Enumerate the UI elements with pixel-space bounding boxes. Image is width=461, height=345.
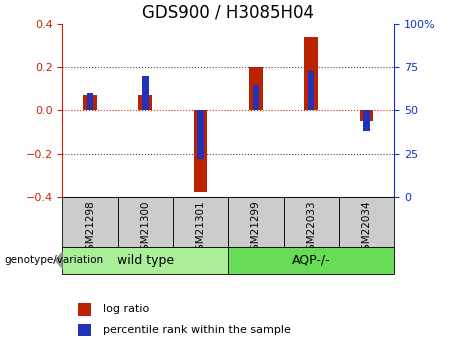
Text: GSM21301: GSM21301 [195,201,206,257]
Bar [142,76,148,110]
Text: GSM21299: GSM21299 [251,201,261,257]
Bar [249,67,263,110]
FancyBboxPatch shape [228,247,394,274]
FancyBboxPatch shape [339,197,394,247]
Text: GSM21300: GSM21300 [140,201,150,257]
FancyBboxPatch shape [284,197,339,247]
Bar [363,110,370,131]
Bar [304,37,318,110]
FancyBboxPatch shape [173,197,228,247]
FancyBboxPatch shape [62,247,228,274]
Text: genotype/variation: genotype/variation [5,256,104,265]
Bar [253,85,259,110]
Bar [78,324,91,336]
FancyBboxPatch shape [228,197,284,247]
FancyBboxPatch shape [118,197,173,247]
Bar [308,71,314,110]
Text: log ratio: log ratio [103,304,149,314]
Bar [360,110,373,121]
Text: GSM21298: GSM21298 [85,201,95,257]
Bar [87,93,93,110]
Text: AQP-/-: AQP-/- [292,254,331,267]
FancyBboxPatch shape [62,197,118,247]
Bar [78,303,91,316]
Text: GSM22034: GSM22034 [361,201,372,257]
Text: GSM22033: GSM22033 [306,201,316,257]
Bar [138,95,152,110]
Text: wild type: wild type [117,254,174,267]
Title: GDS900 / H3085H04: GDS900 / H3085H04 [142,3,314,21]
Text: percentile rank within the sample: percentile rank within the sample [103,325,290,335]
Polygon shape [54,251,63,270]
Bar [197,110,204,159]
Bar [194,110,207,193]
Bar [83,95,97,110]
